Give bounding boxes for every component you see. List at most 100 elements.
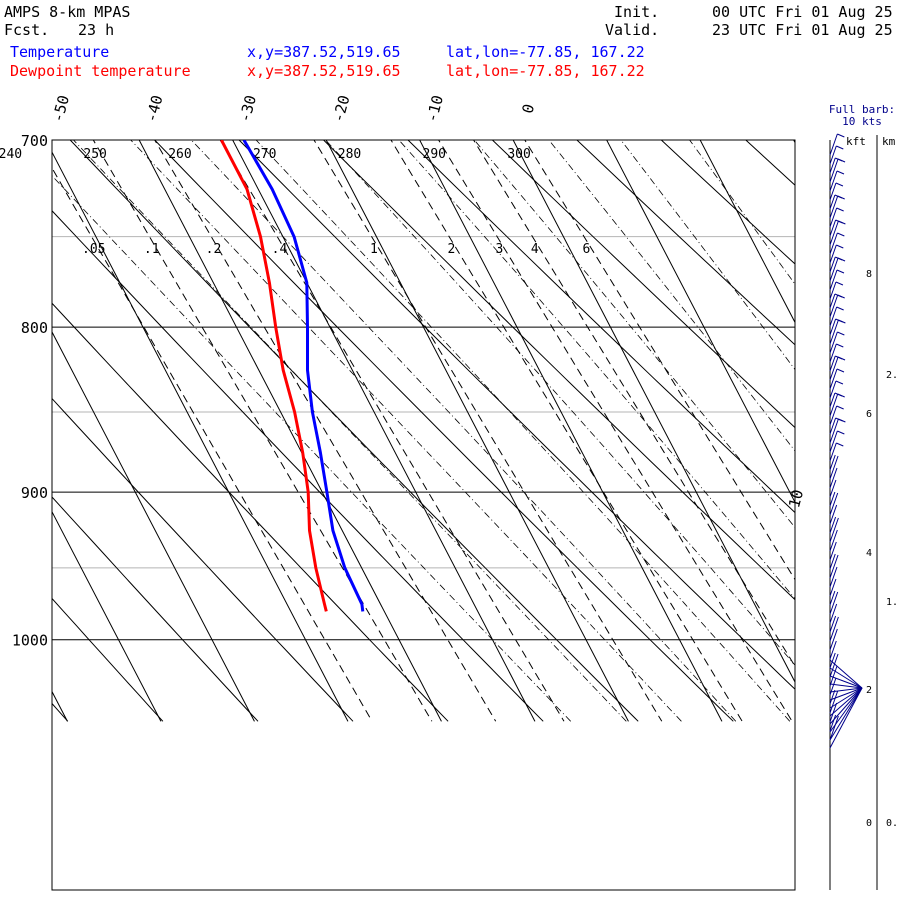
- wind-barb: [829, 652, 836, 669]
- wind-barb: [829, 690, 839, 714]
- temperature-tick-label: -20: [329, 93, 353, 124]
- dry-adiabat: [745, 140, 795, 186]
- mixing-ratio-label: 3: [496, 242, 504, 257]
- wind-barb-flag: [837, 195, 845, 200]
- dry-adiabat: [52, 302, 449, 722]
- moist-adiabat: [548, 140, 795, 452]
- wind-barb: [829, 195, 839, 219]
- wind-barb: [829, 257, 839, 282]
- isotherm: [52, 330, 255, 722]
- dry-adiabat: [491, 140, 795, 429]
- isotherm: [512, 140, 795, 684]
- legend-dewpoint-xy: x,y=387.52,519.65: [247, 62, 401, 80]
- dry-adiabat: [660, 140, 795, 265]
- wind-barb: [829, 182, 837, 201]
- wind-barb: [829, 318, 837, 336]
- wind-barb-flag: [836, 368, 845, 373]
- mixing-ratio-label: 4: [531, 242, 539, 257]
- km-tick: 1.: [886, 597, 898, 608]
- wind-barb: [829, 145, 837, 165]
- wind-barb: [829, 294, 839, 318]
- wind-barb: [829, 219, 837, 237]
- mixing-ratio-label: 2: [448, 242, 456, 257]
- wind-barb-flag: [838, 319, 846, 324]
- wind-barb-flag: [837, 393, 845, 398]
- moist-adiabat: [52, 175, 571, 722]
- wind-barb: [829, 677, 837, 696]
- temperature-tick-label: -50: [49, 93, 73, 124]
- wind-barb: [829, 430, 838, 453]
- dry-adiabat: [407, 140, 795, 514]
- potential-temperature-label: 290: [423, 147, 446, 162]
- wind-barb: [829, 467, 838, 489]
- mixing-ratio-line: [154, 140, 497, 722]
- temperature-tick-label: -40: [142, 93, 166, 124]
- wind-barb: [829, 590, 836, 606]
- wind-barb-flag: [836, 442, 844, 447]
- moist-adiabat: [473, 140, 795, 529]
- mixing-ratio-line: [473, 140, 795, 668]
- temperature-profile: [242, 140, 365, 612]
- wind-barb: [829, 616, 839, 642]
- pressure-tick-label: 800: [21, 319, 48, 337]
- wind-barb: [829, 667, 863, 689]
- wind-barb: [829, 683, 863, 689]
- legend-dewpoint-latlon: lat,lon=-77.85, 167.22: [446, 62, 645, 80]
- dry-adiabat: [322, 140, 795, 601]
- wind-barb: [829, 331, 838, 354]
- pressure-tick-label: 900: [21, 484, 48, 502]
- wind-barb: [829, 479, 837, 498]
- wind-barb: [829, 687, 863, 693]
- wind-barb: [829, 689, 836, 705]
- mixing-ratio-line: [219, 140, 565, 722]
- wind-barb-flag: [837, 331, 845, 336]
- legend-temperature: Temperature: [10, 43, 110, 61]
- wind-barb-flag: [838, 220, 846, 225]
- wind-barb: [829, 133, 838, 156]
- full-barb-value: 10 kts: [842, 115, 882, 128]
- isotherm: [52, 151, 349, 722]
- wind-barb: [829, 687, 863, 733]
- wind-barb: [829, 232, 838, 255]
- mixing-ratio-line: [438, 140, 793, 722]
- wind-barb: [829, 256, 836, 273]
- mixing-ratio-line: [390, 140, 743, 722]
- init-label: Init.: [614, 3, 660, 21]
- wind-barb: [829, 454, 836, 471]
- wind-barb-flag: [836, 306, 844, 311]
- isotherm: [419, 140, 723, 722]
- wind-barb: [829, 615, 837, 633]
- wind-barb: [829, 578, 837, 597]
- valid-label: Valid.: [605, 21, 660, 39]
- valid-time: 23 UTC Fri 01 Aug 25: [712, 21, 893, 39]
- wind-barb-flag: [835, 281, 844, 286]
- wind-barb-flag: [837, 356, 846, 361]
- isotherm: [793, 140, 795, 144]
- wind-barb: [829, 157, 836, 174]
- wind-barb: [829, 553, 836, 570]
- wind-barb: [829, 687, 863, 749]
- wind-barb: [829, 566, 838, 588]
- wind-barb: [829, 675, 863, 689]
- wind-barb-flag: [837, 294, 845, 299]
- wind-barb: [829, 355, 836, 372]
- wind-barb-flag: [835, 182, 844, 187]
- wind-barb-flag: [836, 207, 844, 212]
- full-barb-label: Full barb:: [829, 103, 895, 116]
- legend-temperature-xy: x,y=387.52,519.65: [247, 43, 401, 61]
- wind-barb: [829, 504, 838, 525]
- wind-barb: [829, 591, 839, 615]
- wind-barb: [829, 653, 839, 678]
- dewpoint-profile: [220, 140, 328, 612]
- wind-barb: [829, 603, 838, 624]
- mixing-ratio-line: [524, 140, 795, 581]
- potential-temperature-label: 240: [0, 147, 22, 162]
- wind-barb: [829, 529, 838, 552]
- wind-barb-flag: [838, 418, 846, 423]
- wind-barb: [829, 715, 839, 741]
- wind-barb: [829, 418, 839, 444]
- wind-barb: [829, 687, 863, 741]
- wind-barb: [829, 170, 838, 192]
- wind-barb: [829, 491, 836, 507]
